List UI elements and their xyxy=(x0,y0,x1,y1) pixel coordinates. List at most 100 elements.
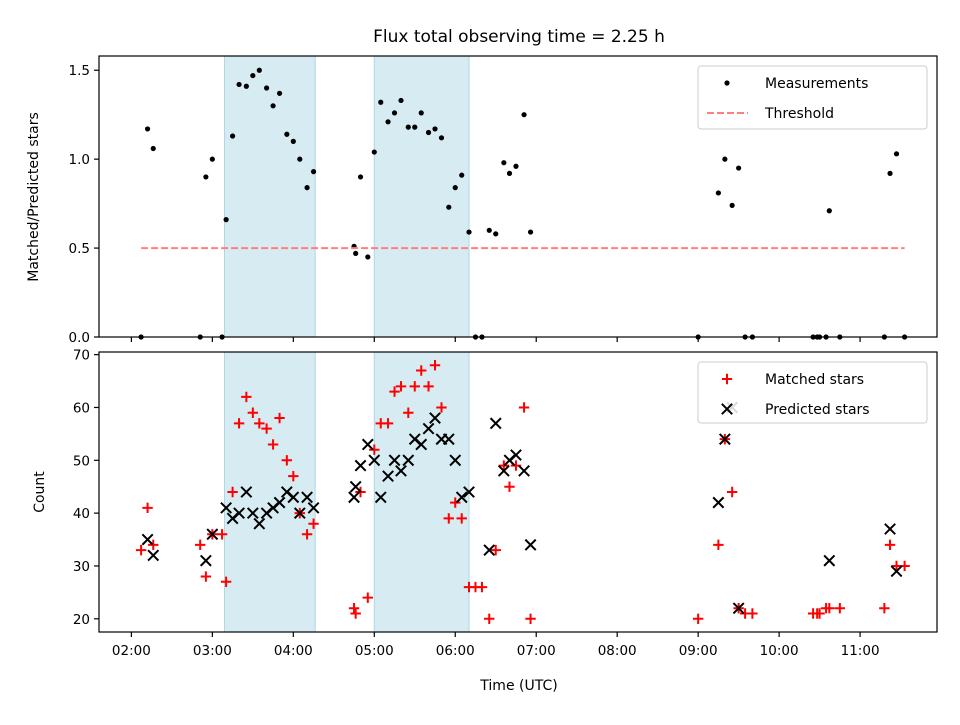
highlight-span xyxy=(373,351,470,633)
legend-predicted-marker xyxy=(721,403,733,415)
measurement-point xyxy=(236,81,242,88)
top-y-axis-label: Matched/Predicted stars xyxy=(26,112,42,282)
matched-star-point xyxy=(423,381,434,392)
measurement-point xyxy=(412,124,418,130)
matched-star-point xyxy=(216,529,228,540)
predicted-star-point xyxy=(890,565,903,578)
measurement-point xyxy=(527,229,534,235)
x-tick-label: 06:00 xyxy=(436,643,475,659)
predicted-star-point xyxy=(287,491,300,504)
predicted-star-point xyxy=(518,464,530,477)
matched-star-point xyxy=(288,470,299,482)
ratio-panel: 0.0 0.5 1.0 1.5 Measurements Threshold xyxy=(69,55,938,346)
legend-box xyxy=(697,65,928,130)
predicted-star-point xyxy=(455,491,468,504)
predicted-star-point xyxy=(732,602,745,615)
measurement-point xyxy=(250,72,256,79)
measurement-point xyxy=(506,170,513,176)
matched-star-point xyxy=(834,603,846,614)
matched-star-point xyxy=(254,418,265,429)
y-tick-label: 1.5 xyxy=(69,63,90,79)
predicted-star-point xyxy=(422,422,435,435)
axes-frame xyxy=(98,351,938,633)
matched-star-point xyxy=(274,412,285,424)
measurement-point xyxy=(432,126,438,132)
predicted-star-point xyxy=(463,486,475,498)
measurement-point xyxy=(501,160,507,166)
predicted-star-point xyxy=(497,464,510,477)
legend-box xyxy=(697,361,928,424)
matched-star-point xyxy=(484,613,495,624)
y-tick-label: 1.0 xyxy=(69,152,90,168)
matched-star-point xyxy=(227,486,238,498)
predicted-star-point xyxy=(368,454,381,467)
matched-star-point xyxy=(267,439,279,450)
measurement-point xyxy=(826,208,832,214)
legend-matched-marker xyxy=(721,373,733,385)
chart-title: Flux total observing time = 2.25 h xyxy=(373,27,665,47)
predicted-star-point xyxy=(253,517,266,530)
x-tick-label: 09:00 xyxy=(679,643,718,659)
matched-star-point xyxy=(824,603,835,614)
matched-star-point xyxy=(382,418,394,429)
predicted-star-point xyxy=(240,486,253,498)
matched-star-point xyxy=(348,603,360,614)
matched-star-point xyxy=(135,544,147,556)
y-tick-label: 50 xyxy=(73,453,90,469)
y-tick-label: 60 xyxy=(73,400,90,416)
y-tick-label: 30 xyxy=(73,559,90,575)
measurement-point xyxy=(722,156,728,162)
matched-star-point xyxy=(142,502,153,514)
matched-star-point xyxy=(429,360,441,371)
y-tick-label: 0.5 xyxy=(69,241,90,257)
measurement-point xyxy=(391,110,398,116)
matched-star-point xyxy=(726,486,738,498)
predicted-star-point xyxy=(415,438,428,451)
matched-star-point xyxy=(241,391,252,403)
matched-star-point xyxy=(747,608,758,619)
predicted-star-point xyxy=(524,538,537,551)
matched-star-point xyxy=(476,581,488,593)
matched-star-point xyxy=(281,455,293,466)
legend-label: Predicted stars xyxy=(765,402,870,418)
matched-star-point xyxy=(403,407,414,418)
matched-star-point xyxy=(692,613,704,624)
predicted-star-point xyxy=(348,491,360,504)
x-axis-label: Time (UTC) xyxy=(479,678,557,694)
predicted-star-point xyxy=(823,554,836,567)
matched-star-point xyxy=(518,402,530,413)
predicted-star-point xyxy=(206,528,219,541)
measurement-point xyxy=(203,174,209,180)
matched-star-point xyxy=(195,539,206,551)
measurement-point xyxy=(486,227,492,233)
measurement-point xyxy=(425,129,432,136)
legend-measurement-marker xyxy=(724,80,730,86)
predicted-star-point xyxy=(510,449,522,461)
measurement-point xyxy=(736,165,742,171)
measurement-point xyxy=(729,202,735,208)
y-tick-label: 40 xyxy=(73,506,90,522)
predicted-star-point xyxy=(442,433,455,446)
x-tick-label: 03:00 xyxy=(193,643,232,659)
predicted-star-point xyxy=(147,549,160,562)
matched-star-point xyxy=(389,386,400,397)
predicted-star-point xyxy=(712,496,725,509)
predicted-star-point xyxy=(141,533,154,546)
axes-frame xyxy=(98,55,938,338)
measurement-point xyxy=(150,145,156,152)
predicted-star-point xyxy=(307,501,320,514)
predicted-star-point xyxy=(388,454,401,467)
matched-star-point xyxy=(148,539,159,551)
matched-star-point xyxy=(369,444,380,455)
matched-star-point xyxy=(416,365,427,376)
predicted-star-point xyxy=(429,412,441,424)
matched-star-point xyxy=(525,613,536,624)
measurement-point xyxy=(521,112,527,118)
x-tick-label: 10:00 xyxy=(760,643,799,659)
matched-star-point xyxy=(443,513,454,524)
measurement-point xyxy=(243,83,249,89)
predicted-star-point xyxy=(301,491,313,504)
y-tick-label: 20 xyxy=(73,612,90,628)
measurement-point xyxy=(371,149,377,155)
